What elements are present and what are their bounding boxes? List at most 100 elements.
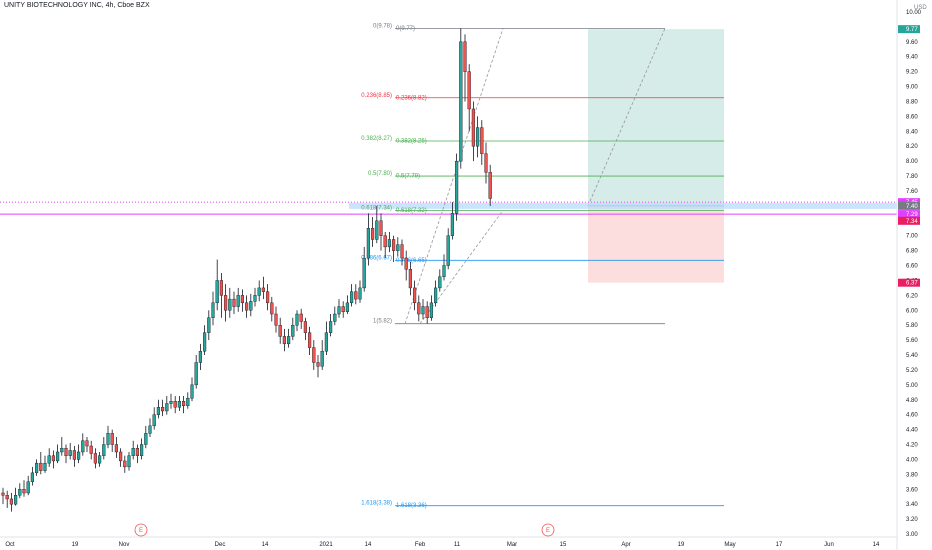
candle-body[interactable]	[442, 265, 446, 277]
candle-body[interactable]	[446, 235, 450, 266]
candle-body[interactable]	[110, 433, 114, 445]
candle-body[interactable]	[30, 472, 34, 483]
candle-body[interactable]	[345, 302, 349, 312]
candle-body[interactable]	[413, 287, 417, 304]
candle-body[interactable]	[438, 276, 442, 289]
candle-body[interactable]	[177, 401, 181, 408]
candle-body[interactable]	[350, 291, 354, 304]
candle-body[interactable]	[266, 291, 270, 304]
candle-body[interactable]	[333, 313, 337, 322]
candle-body[interactable]	[282, 336, 286, 345]
candle-body[interactable]	[471, 108, 475, 147]
candle-body[interactable]	[291, 325, 295, 337]
candle-body[interactable]	[1, 492, 5, 496]
candle-body[interactable]	[253, 295, 257, 302]
candle-body[interactable]	[190, 384, 194, 399]
candle-body[interactable]	[211, 302, 215, 318]
candle-body[interactable]	[337, 306, 341, 315]
candle-body[interactable]	[118, 451, 123, 462]
candle-body[interactable]	[186, 398, 190, 406]
candle-body[interactable]	[156, 407, 160, 415]
candle-body[interactable]	[72, 450, 76, 460]
candle-body[interactable]	[228, 298, 232, 311]
candle-body[interactable]	[455, 160, 459, 214]
candle-body[interactable]	[299, 313, 303, 322]
candle-body[interactable]	[316, 362, 320, 367]
candle-body[interactable]	[308, 332, 312, 348]
candle-body[interactable]	[434, 287, 438, 304]
candle-body[interactable]	[60, 448, 64, 453]
candle-body[interactable]	[484, 153, 488, 173]
candle-body[interactable]	[5, 495, 9, 500]
candle-body[interactable]	[425, 306, 429, 318]
candle-body[interactable]	[358, 287, 362, 300]
candle-body[interactable]	[148, 425, 152, 434]
candle-body[interactable]	[127, 455, 131, 468]
candle-body[interactable]	[232, 298, 236, 307]
candle-body[interactable]	[261, 287, 265, 292]
candle-body[interactable]	[160, 407, 165, 412]
candle-body[interactable]	[312, 347, 316, 363]
candle-body[interactable]	[362, 257, 366, 289]
candle-body[interactable]	[287, 336, 291, 345]
candle-body[interactable]	[249, 301, 253, 311]
candle-body[interactable]	[383, 235, 387, 248]
candle-body[interactable]	[106, 433, 110, 445]
candle-body[interactable]	[396, 244, 400, 251]
candle-body[interactable]	[169, 401, 173, 404]
candle-body[interactable]	[13, 495, 18, 505]
candle-body[interactable]	[76, 451, 81, 460]
candle-body[interactable]	[139, 444, 144, 456]
candle-body[interactable]	[26, 481, 30, 494]
candle-body[interactable]	[329, 321, 333, 333]
candle-body[interactable]	[408, 269, 412, 289]
candle-body[interactable]	[56, 451, 60, 462]
candle-body[interactable]	[387, 239, 391, 248]
candle-body[interactable]	[202, 332, 207, 352]
candle-body[interactable]	[47, 455, 51, 464]
candle-body[interactable]	[429, 302, 433, 318]
candle-body[interactable]	[467, 71, 471, 110]
candle-body[interactable]	[463, 41, 467, 72]
candle-body[interactable]	[417, 302, 421, 315]
candle-body[interactable]	[43, 462, 47, 471]
candle-body[interactable]	[64, 448, 68, 456]
candle-body[interactable]	[198, 351, 202, 363]
candle-body[interactable]	[35, 462, 39, 474]
candle-body[interactable]	[152, 414, 156, 427]
candle-body[interactable]	[68, 450, 72, 456]
candle-body[interactable]	[102, 444, 106, 456]
candle-body[interactable]	[123, 460, 127, 468]
candle-body[interactable]	[375, 220, 379, 240]
candle-body[interactable]	[181, 401, 186, 406]
candle-body[interactable]	[144, 433, 148, 445]
candle-body[interactable]	[39, 462, 43, 471]
candle-body[interactable]	[392, 239, 396, 251]
stop-zone[interactable]	[588, 205, 724, 283]
candle-body[interactable]	[476, 127, 480, 147]
candle-body[interactable]	[114, 444, 118, 453]
candle-body[interactable]	[165, 403, 169, 412]
candle-body[interactable]	[215, 280, 219, 304]
candle-body[interactable]	[207, 317, 211, 333]
candle-body[interactable]	[488, 172, 492, 199]
candle-body[interactable]	[371, 228, 375, 240]
candle-body[interactable]	[257, 287, 261, 296]
candle-body[interactable]	[366, 228, 370, 259]
candle-body[interactable]	[459, 41, 463, 162]
candle-body[interactable]	[341, 306, 345, 312]
candle-body[interactable]	[89, 445, 93, 454]
candle-body[interactable]	[131, 448, 135, 456]
candle-body[interactable]	[400, 244, 404, 259]
candle-body[interactable]	[173, 401, 177, 408]
earnings-event-icon[interactable]	[541, 523, 555, 537]
candle-body[interactable]	[278, 325, 282, 337]
candle-body[interactable]	[236, 295, 240, 307]
candle-body[interactable]	[324, 332, 328, 352]
candle-body[interactable]	[274, 313, 278, 326]
candle-body[interactable]	[379, 220, 383, 236]
candle-body[interactable]	[244, 302, 249, 311]
candle-body[interactable]	[194, 362, 198, 386]
candle-body[interactable]	[450, 213, 454, 236]
